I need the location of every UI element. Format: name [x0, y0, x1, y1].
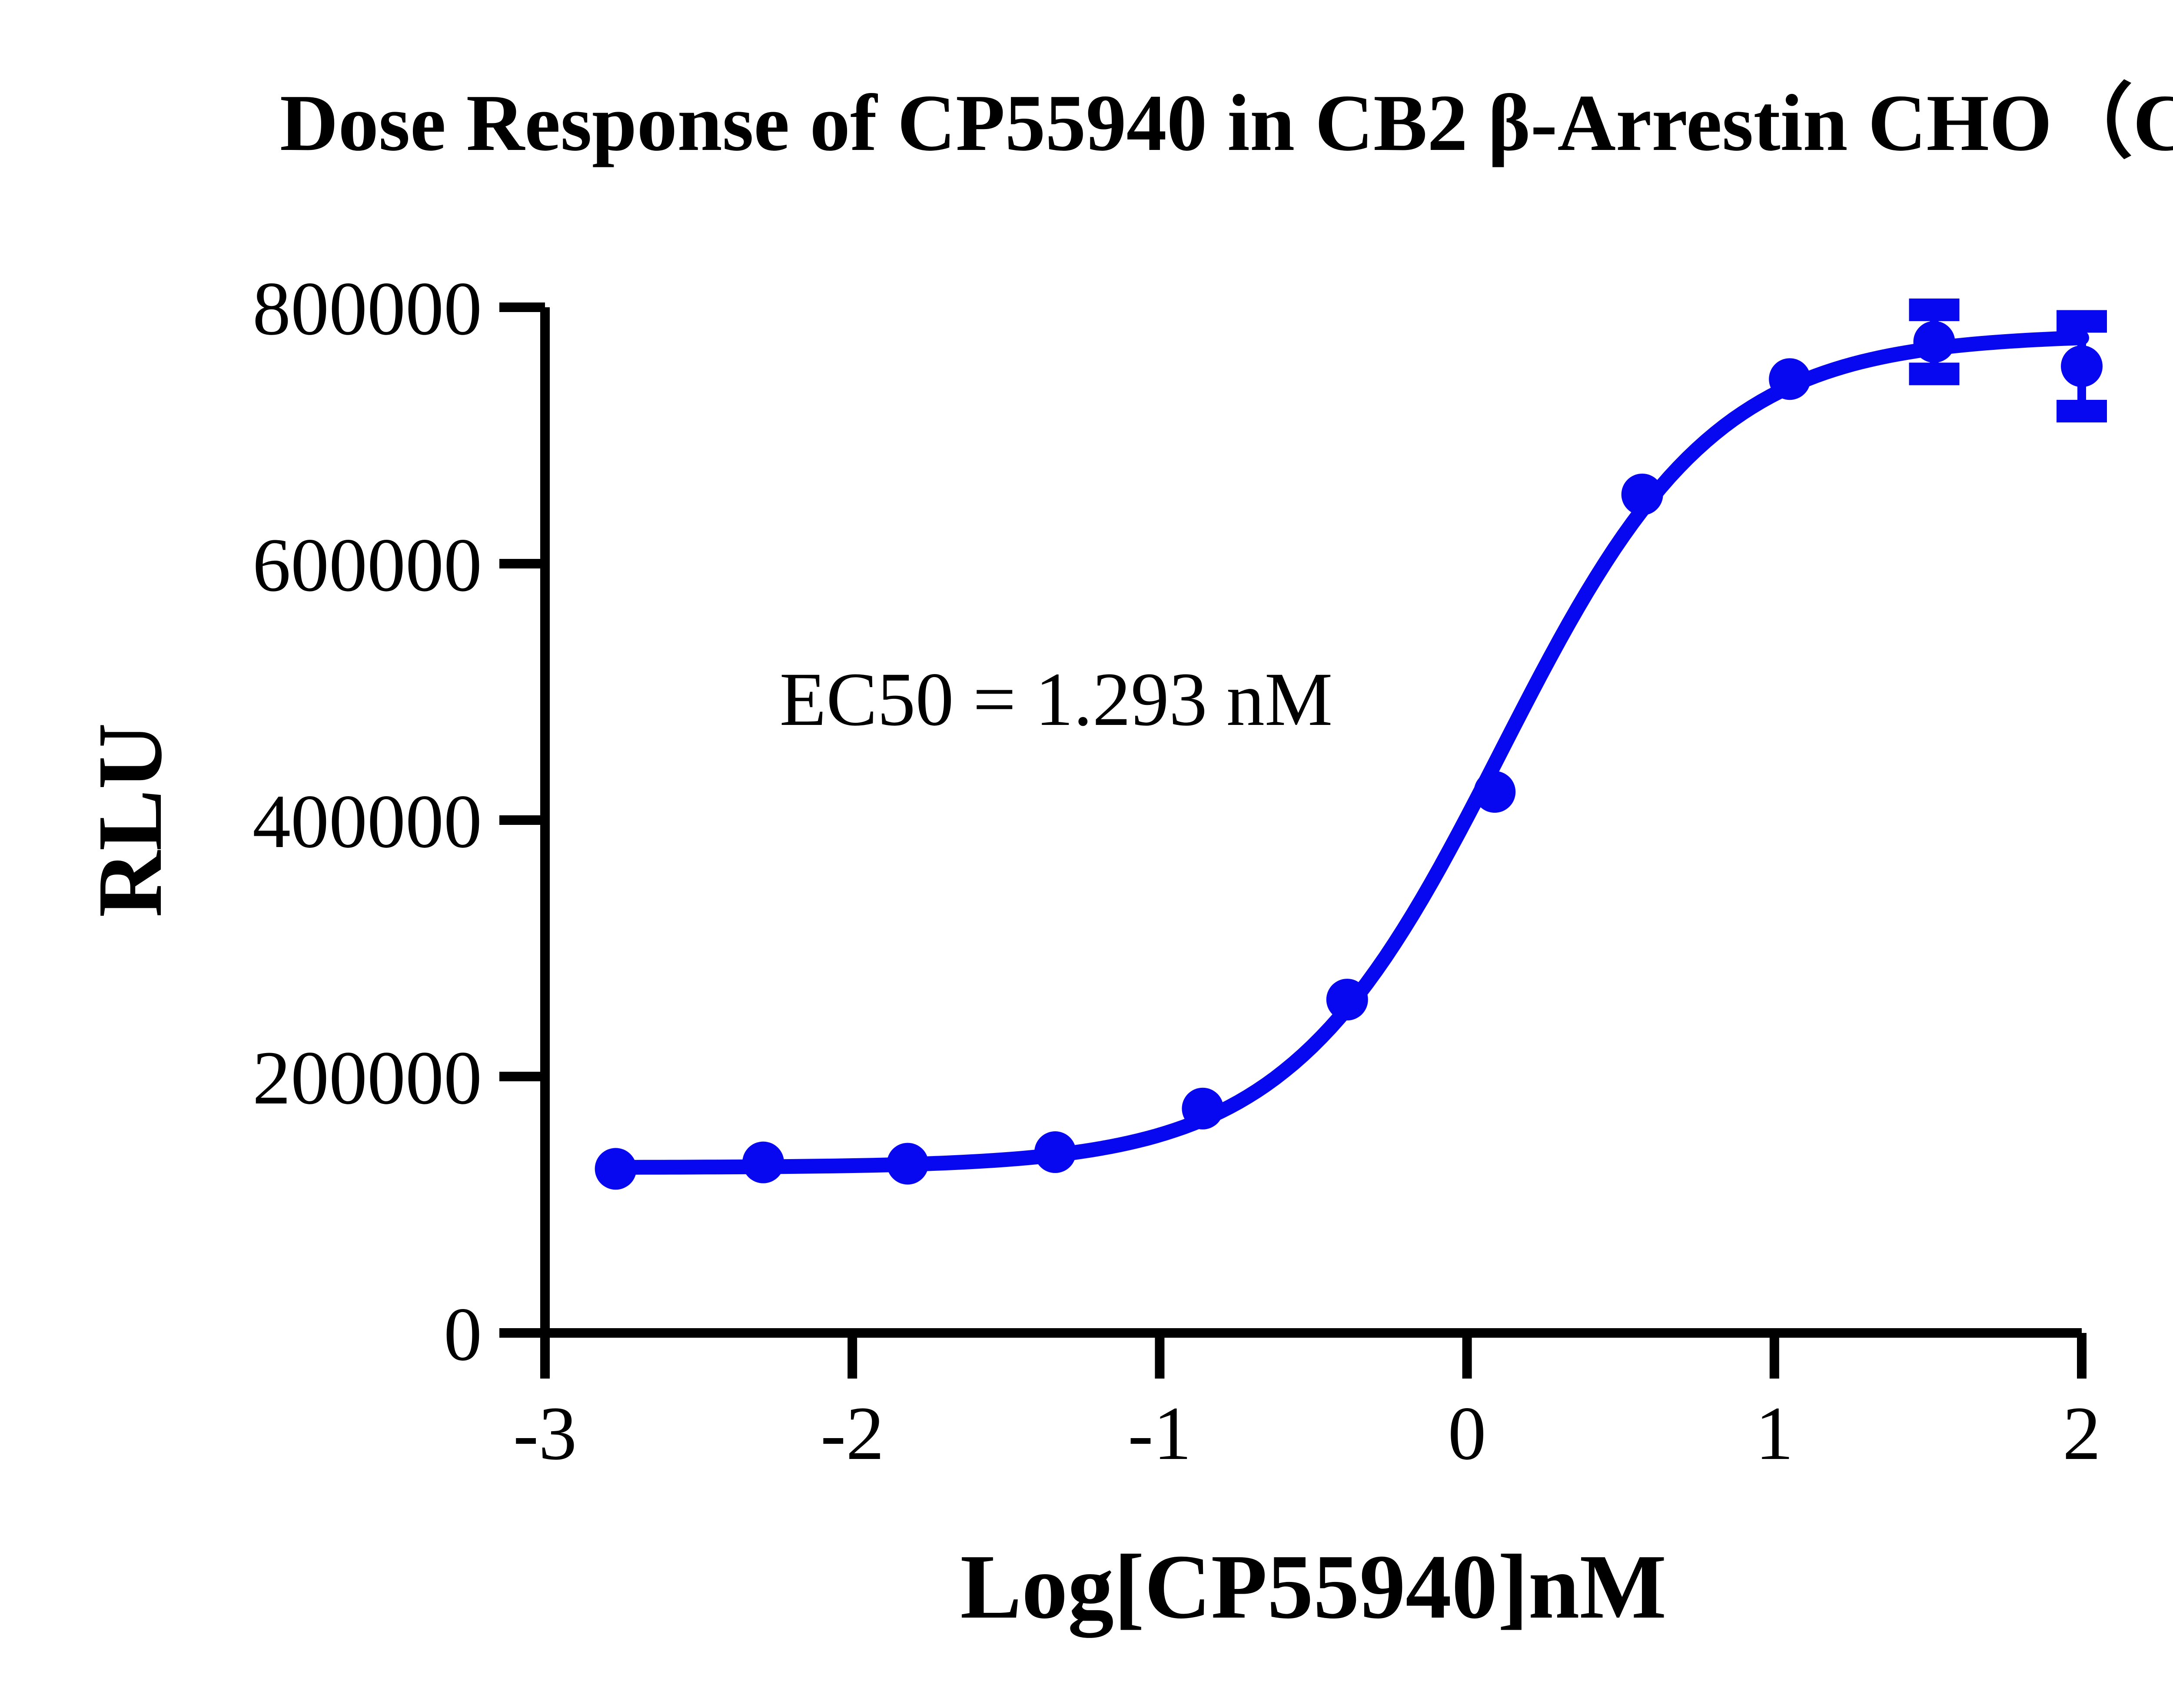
- y-axis-title: RLU: [79, 723, 181, 917]
- data-point-marker: [595, 1148, 637, 1190]
- y-tick-label: 800000: [253, 266, 482, 351]
- y-tick-label: 400000: [253, 779, 482, 864]
- x-tick-label: 2: [2063, 1391, 2101, 1476]
- y-tick-label: 0: [444, 1292, 482, 1377]
- y-tick-label: 600000: [253, 523, 482, 608]
- axes: [540, 307, 2082, 1338]
- ec50-annotation: EC50 = 1.293 nM: [780, 657, 1333, 742]
- data-points: [595, 321, 2103, 1190]
- x-tick-label: 0: [1448, 1391, 1486, 1476]
- x-tick-label: -1: [1128, 1391, 1192, 1476]
- fit-curve: [608, 330, 2089, 1175]
- y-tick-label: 200000: [253, 1036, 482, 1120]
- data-point-marker: [1182, 1087, 1224, 1130]
- x-axis-title: Log[CP55940]nM: [960, 1535, 1666, 1638]
- axis-tick-labels: 0 200000 400000 600000 800000 -3 -2 -1 0 1 2: [253, 266, 2101, 1476]
- data-point-marker: [887, 1143, 929, 1185]
- data-point-marker: [742, 1141, 784, 1183]
- data-point-marker: [1769, 358, 1811, 400]
- data-point-marker: [1474, 771, 1516, 813]
- x-tick-label: -3: [513, 1391, 577, 1476]
- data-point-marker: [2061, 345, 2103, 387]
- x-tick-label: 1: [1755, 1391, 1794, 1476]
- chart-title: Dose Response of CP55940 in CB2 β-Arrest…: [280, 78, 2173, 168]
- x-tick-label: -2: [821, 1391, 884, 1476]
- data-point-marker: [1621, 473, 1663, 515]
- data-point-marker: [1034, 1131, 1076, 1173]
- data-point-marker: [1913, 321, 1955, 363]
- dose-response-curve: [608, 330, 2089, 1175]
- data-point-marker: [1326, 979, 1368, 1020]
- axis-ticks: [499, 302, 2087, 1379]
